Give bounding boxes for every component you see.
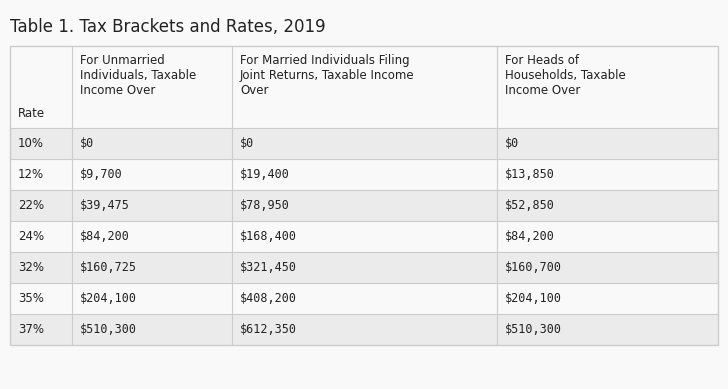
Text: $0: $0	[505, 137, 519, 150]
Text: $52,850: $52,850	[505, 199, 555, 212]
Text: $204,100: $204,100	[505, 292, 562, 305]
Text: $160,700: $160,700	[505, 261, 562, 274]
Bar	[10, 128, 718, 159]
Bar	[10, 252, 718, 283]
Text: 22%: 22%	[18, 199, 44, 212]
Text: $9,700: $9,700	[80, 168, 123, 181]
Text: $510,300: $510,300	[505, 323, 562, 336]
Text: $19,400: $19,400	[240, 168, 290, 181]
Text: Rate: Rate	[18, 107, 45, 120]
Text: 37%: 37%	[18, 323, 44, 336]
Text: $612,350: $612,350	[240, 323, 297, 336]
Text: 10%: 10%	[18, 137, 44, 150]
Text: For Married Individuals Filing
Joint Returns, Taxable Income
Over: For Married Individuals Filing Joint Ret…	[240, 54, 415, 97]
Text: 32%: 32%	[18, 261, 44, 274]
Text: 35%: 35%	[18, 292, 44, 305]
Text: $0: $0	[80, 137, 94, 150]
Text: $39,475: $39,475	[80, 199, 130, 212]
Text: Table 1. Tax Brackets and Rates, 2019: Table 1. Tax Brackets and Rates, 2019	[10, 18, 325, 36]
Bar	[10, 314, 718, 345]
Text: 24%: 24%	[18, 230, 44, 243]
Text: $84,200: $84,200	[80, 230, 130, 243]
Text: $13,850: $13,850	[505, 168, 555, 181]
Text: $160,725: $160,725	[80, 261, 137, 274]
Text: For Heads of
Households, Taxable
Income Over: For Heads of Households, Taxable Income …	[505, 54, 626, 97]
Bar	[10, 46, 718, 345]
Text: $408,200: $408,200	[240, 292, 297, 305]
Bar	[10, 221, 718, 252]
Bar	[10, 159, 718, 190]
Text: $78,950: $78,950	[240, 199, 290, 212]
Text: $84,200: $84,200	[505, 230, 555, 243]
Text: $168,400: $168,400	[240, 230, 297, 243]
Bar	[10, 46, 718, 345]
Text: $321,450: $321,450	[240, 261, 297, 274]
Bar	[10, 46, 718, 128]
Text: For Unmarried
Individuals, Taxable
Income Over: For Unmarried Individuals, Taxable Incom…	[80, 54, 197, 97]
Bar	[10, 283, 718, 314]
Text: 12%: 12%	[18, 168, 44, 181]
Text: $204,100: $204,100	[80, 292, 137, 305]
Text: $510,300: $510,300	[80, 323, 137, 336]
Bar	[10, 190, 718, 221]
Text: $0: $0	[240, 137, 254, 150]
